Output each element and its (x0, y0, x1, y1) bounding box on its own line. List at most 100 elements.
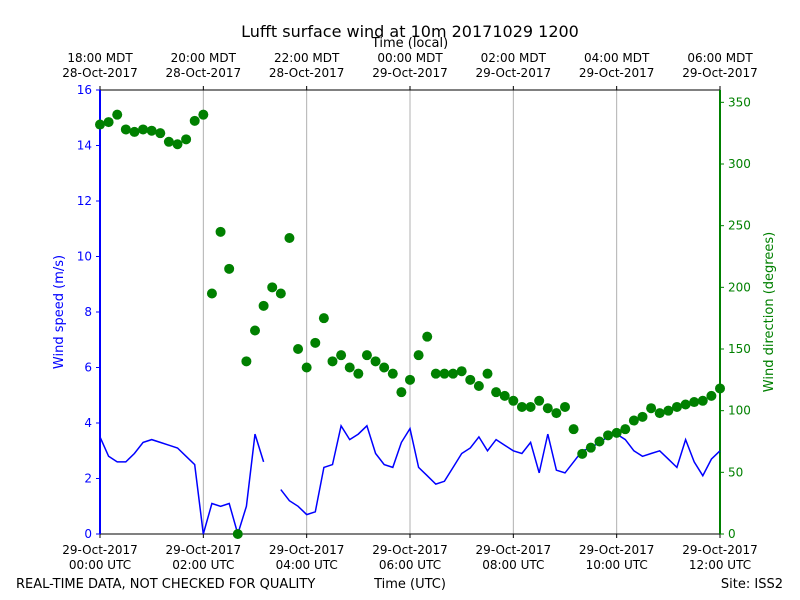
wind-direction-point (387, 368, 398, 379)
y-tick-label: 12 (77, 194, 92, 208)
x-tick-label: 29-Oct-2017 10:00 UTC (579, 543, 655, 572)
wind-direction-point (129, 126, 140, 137)
site-label: Site: ISS2 (721, 577, 783, 592)
wind-direction-point (224, 263, 235, 274)
wind-direction-point (361, 350, 372, 361)
wind-direction-point (473, 381, 484, 391)
x2-axis-label: Time (local) (371, 36, 448, 51)
wind-direction-point (560, 401, 570, 412)
y2-tick-label: 0 (728, 527, 736, 541)
y2-tick-label: 250 (728, 219, 751, 233)
x2-tick-label: 00:00 MDT 29-Oct-2017 (372, 51, 448, 80)
y2-axis-label: Wind direction (degrees) (762, 232, 777, 392)
wind-direction-point (215, 226, 226, 237)
wind-direction-point (525, 401, 536, 412)
wind-direction-point (232, 529, 243, 539)
y2-tick-label: 300 (728, 157, 751, 171)
wind-direction-point (551, 408, 562, 419)
y-tick-label: 8 (84, 305, 92, 319)
x2-tick-label: 02:00 MDT 29-Oct-2017 (476, 51, 552, 80)
y-tick-label: 2 (84, 472, 92, 486)
wind-direction-point (715, 383, 725, 394)
wind-direction-point (646, 403, 657, 414)
x2-tick-label: 20:00 MDT 28-Oct-2017 (166, 51, 242, 80)
wind-direction-point (689, 397, 700, 408)
x-tick-label: 29-Oct-2017 04:00 UTC (269, 543, 345, 572)
x-tick-label: 29-Oct-2017 08:00 UTC (476, 543, 552, 572)
x-tick-label: 29-Oct-2017 02:00 UTC (166, 543, 242, 572)
y-tick-label: 6 (84, 361, 92, 375)
wind-direction-point (181, 134, 192, 145)
y-tick-label: 0 (84, 527, 92, 541)
y-tick-label: 16 (77, 83, 92, 97)
wind-direction-point (327, 356, 338, 367)
x-tick-label: 29-Oct-2017 12:00 UTC (682, 543, 758, 572)
wind-direction-point (706, 390, 717, 401)
wind-direction-point (250, 325, 260, 336)
wind-speed-line (99, 423, 721, 537)
wind-direction-point (405, 374, 415, 385)
wind-direction-point (534, 395, 545, 406)
wind-direction-point (155, 128, 166, 139)
y2-tick-label: 350 (728, 95, 751, 109)
wind-direction-point (499, 390, 510, 401)
wind-direction-point (413, 350, 424, 361)
wind-direction-point (654, 408, 665, 419)
chart-title: Lufft surface wind at 10m 20171029 1200 (241, 22, 579, 41)
wind-direction-point (318, 313, 329, 324)
y-tick-label: 14 (77, 139, 92, 153)
wind-direction-point (637, 411, 648, 422)
x-tick-label: 29-Oct-2017 06:00 UTC (372, 543, 448, 572)
wind-direction-point (439, 368, 450, 379)
wind-direction-point (379, 362, 390, 373)
wind-direction-point (448, 368, 459, 379)
x2-tick-label: 04:00 MDT 29-Oct-2017 (579, 51, 655, 80)
wind-direction-point (172, 139, 183, 150)
wind-direction-point (456, 366, 467, 377)
wind-direction-point (344, 362, 355, 373)
y2-tick-label: 50 (728, 465, 743, 479)
wind-direction-point (189, 115, 200, 126)
y-tick-label: 10 (77, 250, 92, 264)
wind-direction-point (465, 374, 476, 385)
wind-direction-point (138, 124, 149, 135)
wind-direction-point (258, 300, 269, 311)
wind-direction-point (697, 395, 708, 406)
wind-direction-point (336, 350, 347, 361)
wind-direction-point (310, 337, 321, 348)
wind-direction-point (594, 436, 605, 447)
wind-direction-point (671, 401, 682, 412)
wind-direction-point (112, 109, 123, 120)
y2-tick-label: 200 (728, 280, 751, 294)
x2-tick-label: 06:00 MDT 29-Oct-2017 (682, 51, 758, 80)
wind-direction-point (146, 125, 157, 136)
wind-direction-point (628, 415, 639, 426)
wind-direction-point (267, 282, 278, 293)
wind-direction-point (206, 288, 217, 299)
wind-direction-point (663, 405, 674, 416)
wind-direction-point (301, 362, 312, 373)
wind-direction-point (120, 124, 131, 135)
wind-direction-point (396, 387, 407, 398)
wind-direction-point (275, 288, 286, 299)
wind-direction-point (95, 119, 105, 130)
wind-direction-point (198, 109, 209, 120)
wind-direction-point (482, 368, 493, 379)
wind-direction-point (516, 401, 527, 412)
wind-direction-point (603, 430, 614, 441)
wind-direction-point (163, 136, 174, 147)
y-axis-label: Wind speed (m/s) (52, 255, 67, 369)
y-tick-label: 4 (84, 416, 92, 430)
wind-direction-point (620, 424, 631, 435)
wind-direction-point (430, 368, 441, 379)
wind-direction-point (353, 368, 364, 379)
quality-note: REAL-TIME DATA, NOT CHECKED FOR QUALITY (16, 577, 315, 592)
wind-direction-point (284, 233, 295, 243)
y2-tick-label: 100 (728, 404, 751, 418)
x-axis-label: Time (UTC) (373, 577, 446, 592)
x2-tick-label: 18:00 MDT 28-Oct-2017 (62, 51, 138, 80)
wind-direction-point (680, 399, 691, 410)
wind-direction-point (585, 442, 596, 453)
wind-direction-point (241, 356, 252, 367)
